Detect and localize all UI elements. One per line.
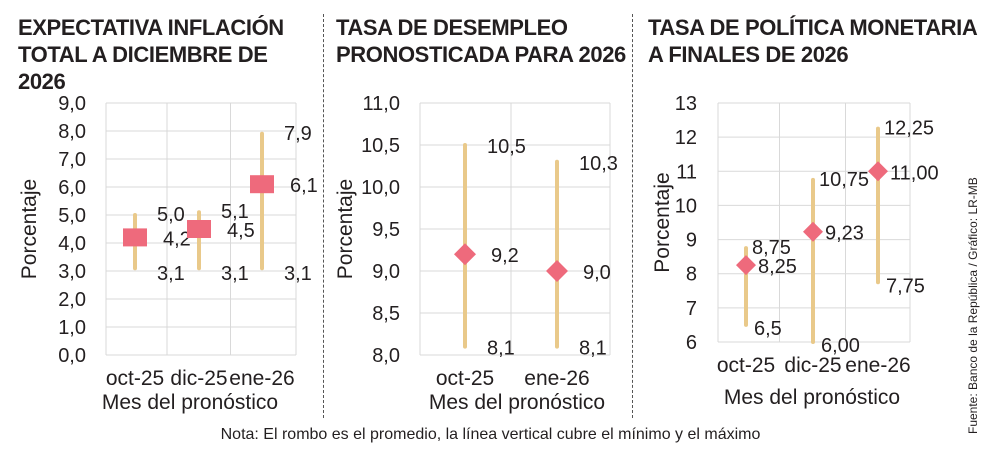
y-tick-label: 6,0 [58, 177, 86, 199]
x-category-label: oct-25 [436, 367, 494, 390]
mean-marker [250, 175, 274, 194]
min-value-label: 3,1 [284, 263, 312, 285]
mean-value-label: 4,2 [163, 228, 191, 250]
min-value-label: 8,1 [579, 338, 607, 360]
y-tick-label: 7,0 [58, 149, 86, 171]
max-value-label: 10,5 [487, 136, 526, 158]
y-tick-label: 13 [675, 93, 697, 115]
panel-divider [323, 14, 324, 418]
max-value-label: 5,1 [221, 201, 249, 223]
y-tick-label: 11,0 [363, 93, 400, 115]
mean-marker [123, 228, 147, 247]
y-axis-label: Porcentaje [334, 179, 357, 279]
y-tick-label: 9,5 [372, 219, 400, 241]
mean-marker [803, 221, 823, 242]
max-value-label: 7,9 [284, 123, 312, 145]
x-axis-label: Mes del pronóstico [429, 391, 605, 414]
y-tick-label: 5,0 [58, 205, 86, 227]
y-tick-label: 8,0 [58, 121, 86, 143]
x-category-label: ene-26 [845, 354, 910, 377]
y-tick-label: 2,0 [58, 289, 86, 311]
mean-value-label: 8,25 [758, 256, 797, 278]
mean-value-label: 6,1 [290, 175, 318, 197]
y-tick-label: 10 [675, 195, 697, 217]
chart-title-unemployment: TASA DE DESEMPLEO PRONOSTICADA PARA 2026 [336, 15, 626, 67]
mean-marker [187, 220, 211, 238]
mean-marker [546, 260, 568, 282]
mean-value-label: 4,5 [227, 220, 255, 242]
mean-marker [454, 243, 476, 266]
max-value-label: 12,25 [884, 118, 934, 140]
y-tick-label: 8 [686, 264, 697, 286]
x-axis-label: Mes del pronóstico [102, 391, 278, 414]
mean-value-label: 11,00 [890, 162, 939, 184]
min-value-label: 3,1 [157, 263, 185, 285]
y-tick-label: 9,0 [58, 93, 86, 115]
max-value-label: 10,3 [579, 153, 618, 175]
y-axis-label: Porcentaje [651, 172, 674, 272]
y-tick-label: 6 [686, 332, 697, 354]
x-category-label: dic-25 [170, 367, 227, 390]
y-tick-label: 3,0 [58, 261, 86, 283]
x-category-label: ene-26 [524, 367, 589, 390]
y-tick-label: 1,0 [58, 317, 86, 339]
y-tick-label: 10,5 [361, 135, 400, 157]
max-value-label: 8,75 [752, 237, 791, 259]
y-tick-label: 10,0 [361, 177, 400, 199]
x-axis-label: Mes del pronóstico [724, 386, 900, 409]
y-tick-label: 8,0 [372, 345, 400, 367]
source-credit: Fuente: Banco de la República / Gráfico:… [966, 177, 980, 434]
y-tick-label: 8,5 [372, 303, 400, 325]
x-category-label: ene-26 [229, 367, 294, 390]
panel-divider [632, 14, 633, 418]
y-tick-label: 12 [675, 127, 697, 149]
y-tick-label: 11 [676, 161, 697, 183]
x-category-label: dic-25 [784, 354, 841, 377]
mean-marker [736, 255, 756, 276]
min-value-label: 3,1 [221, 263, 249, 285]
chart-note: Nota: El rombo es el promedio, la línea … [220, 426, 761, 443]
y-tick-label: 7 [686, 298, 697, 320]
y-tick-label: 4,0 [58, 233, 86, 255]
y-tick-label: 9,0 [372, 261, 400, 283]
min-value-label: 7,75 [886, 275, 925, 297]
min-value-label: 8,1 [487, 338, 515, 360]
min-value-label: 6,00 [821, 335, 860, 357]
max-value-label: 5,0 [157, 204, 185, 226]
chart-title-policy-rate: TASA DE POLÍTICA MONETARIA A FINALES DE … [648, 15, 978, 67]
mean-marker [868, 161, 888, 182]
y-axis-label: Porcentaje [18, 179, 41, 279]
mean-value-label: 9,2 [491, 245, 519, 267]
x-category-label: oct-25 [106, 367, 164, 390]
mean-value-label: 9,23 [825, 223, 864, 245]
min-value-label: 6,5 [754, 318, 782, 340]
max-value-label: 10,75 [819, 169, 869, 191]
chart-title-inflation: EXPECTATIVA INFLACIÓN TOTAL A DICIEMBRE … [18, 15, 284, 94]
x-category-label: oct-25 [717, 354, 775, 377]
y-tick-label: 0,0 [58, 345, 86, 367]
mean-value-label: 9,0 [583, 262, 611, 284]
y-tick-label: 9 [686, 230, 697, 252]
